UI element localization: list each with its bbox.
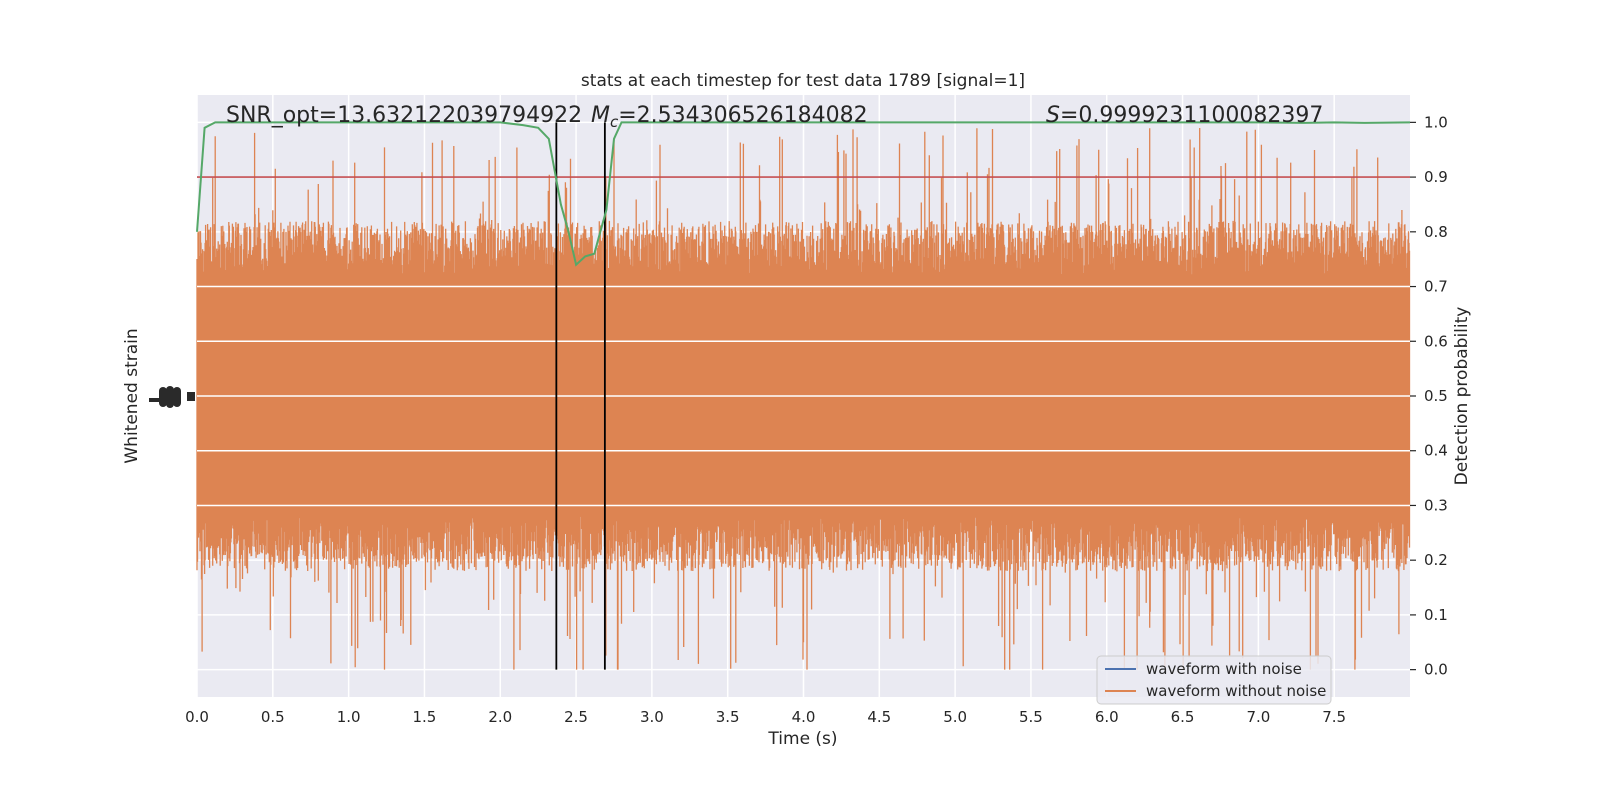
x-tick-label: 3.0 (640, 708, 664, 726)
x-tick-label: 0.5 (261, 708, 285, 726)
strain-series-without-noise (196, 128, 1411, 670)
mc-subscript: c (610, 113, 619, 131)
x-tick-label: 5.0 (943, 708, 967, 726)
y-tick-label: 0.8 (1424, 223, 1448, 241)
x-tick-label: 4.0 (792, 708, 816, 726)
x-tick-label: 6.5 (1171, 708, 1195, 726)
annotation-mc: Mc=2.534306526184082 (591, 103, 868, 131)
x-axis-ticks: 0.0 0.5 1.0 1.5 2.0 2.5 3.0 3.5 4.0 4.5 5.0 5.5 6.0 6… (185, 708, 1346, 726)
mc-value: =2.534306526184082 (618, 103, 867, 128)
y-tick-label: 0.1 (1424, 606, 1448, 624)
s-value: =0.9999231100082397 (1060, 103, 1323, 128)
y-tick-label: 0.0 (1424, 661, 1448, 679)
legend: waveform with noise waveform without noi… (1096, 655, 1332, 705)
y-tick-label: 0.2 (1424, 551, 1448, 569)
y-tick-label: 0.9 (1424, 168, 1448, 186)
left-axis-tick-artifact (149, 386, 195, 408)
x-tick-label: 7.5 (1322, 708, 1346, 726)
x-axis-label: Time (s) (767, 729, 837, 749)
x-tick-label: 0.0 (185, 708, 209, 726)
y-tick-label: 1.0 (1424, 113, 1448, 131)
annotation-s: S=0.9999231100082397 (1046, 103, 1323, 128)
x-tick-label: 2.0 (488, 708, 512, 726)
x-tick-label: 6.0 (1095, 708, 1119, 726)
x-tick-label: 5.5 (1019, 708, 1043, 726)
annotation-snr: SNR_opt=13.632122039794922 (226, 103, 582, 128)
x-tick-label: 2.5 (564, 708, 588, 726)
x-tick-label: 7.0 (1246, 708, 1270, 726)
detection-probability-line (196, 121, 1411, 267)
s-symbol: S (1046, 103, 1060, 128)
legend-label-without-noise: waveform without noise (1146, 682, 1326, 700)
legend-box (1096, 655, 1332, 705)
y-tick-label: 0.6 (1424, 332, 1448, 350)
mc-symbol: M (591, 103, 610, 128)
x-tick-label: 3.5 (716, 708, 740, 726)
x-tick-label: 4.5 (867, 708, 891, 726)
right-y-axis-ticks: 0.0 0.1 0.2 0.3 0.4 0.5 0.6 0.7 0.8 0.9 1.0 (1410, 113, 1448, 679)
left-y-axis-label: Whitened strain (122, 328, 142, 463)
legend-label-with-noise: waveform with noise (1146, 660, 1302, 678)
y-tick-label: 0.7 (1424, 278, 1448, 296)
right-y-axis-label: Detection probability (1452, 307, 1472, 486)
x-tick-label: 1.0 (337, 708, 361, 726)
x-tick-label: 1.5 (413, 708, 437, 726)
y-tick-label: 0.5 (1424, 387, 1448, 405)
chart-title: stats at each timestep for test data 178… (581, 71, 1025, 91)
y-tick-label: 0.4 (1424, 442, 1448, 460)
y-tick-label: 0.3 (1424, 496, 1448, 514)
